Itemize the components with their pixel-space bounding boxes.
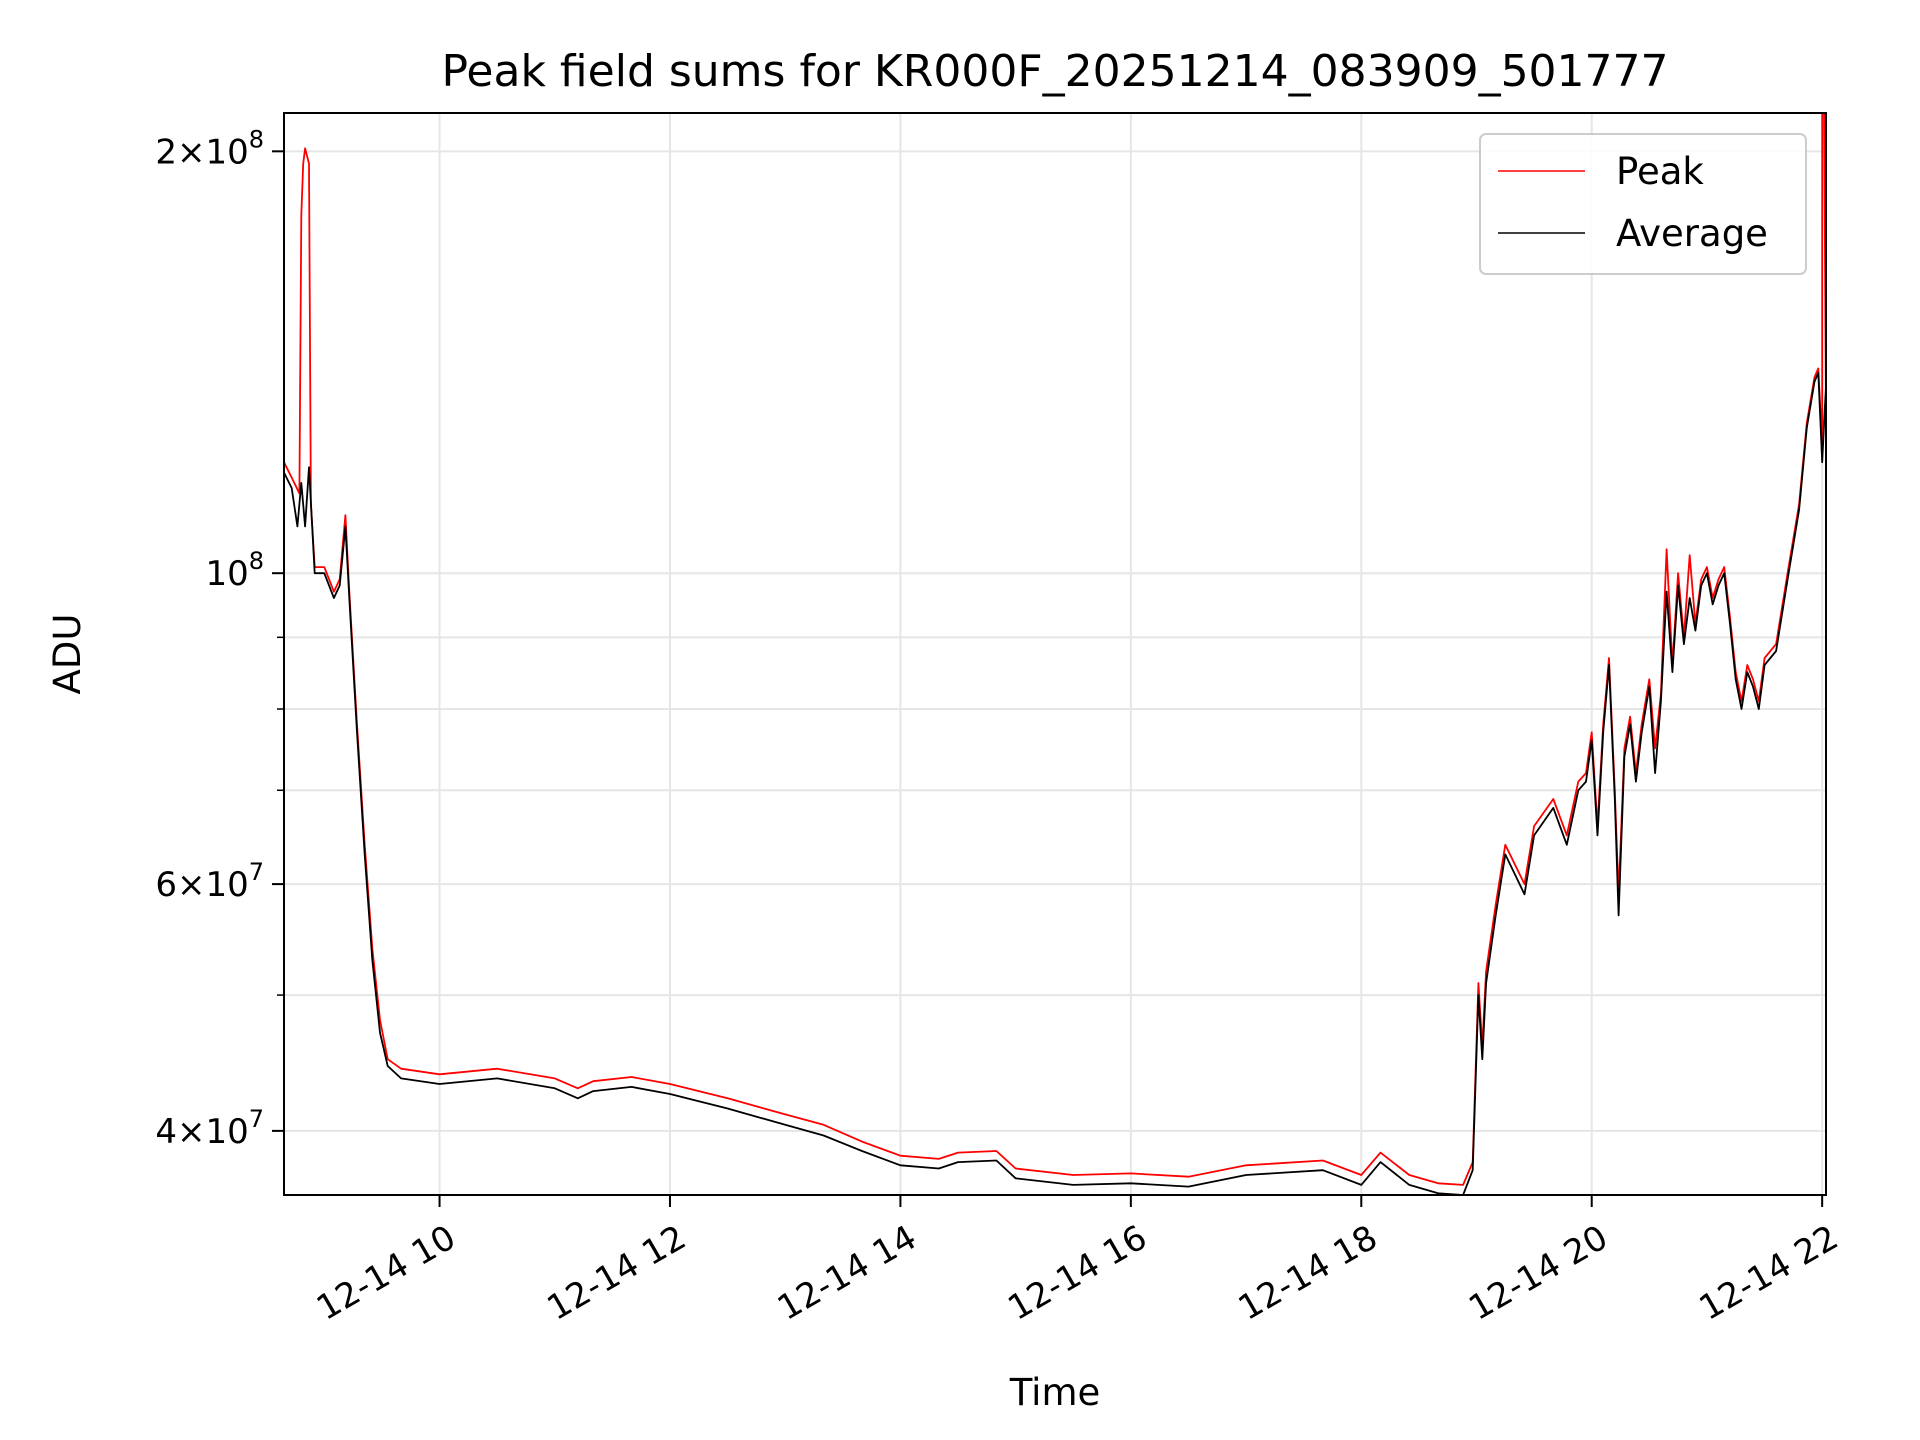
- legend: Peak Average: [1479, 133, 1807, 275]
- plot-area: [284, 113, 1826, 1195]
- plot-frame: [283, 112, 1827, 1196]
- y-tick-label: 108: [205, 547, 264, 594]
- y-tick-label: 6×107: [155, 858, 264, 905]
- y-tick-exponent: 7: [249, 858, 264, 886]
- series-line-average: [284, 371, 1826, 1195]
- y-tick-exponent: 7: [249, 1105, 264, 1133]
- legend-average-label: Average: [1616, 212, 1768, 255]
- y-tick-base: 10: [205, 1112, 248, 1152]
- y-tick-label: 2×108: [155, 125, 264, 172]
- x-axis-label: Time: [1009, 1371, 1101, 1414]
- y-tick-times: ×: [177, 865, 206, 905]
- legend-box: [1479, 133, 1807, 275]
- y-tick-mantissa: 6: [155, 865, 177, 905]
- y-tick-base: 10: [205, 132, 248, 172]
- y-tick-label: 4×107: [155, 1105, 264, 1152]
- y-tick-times: ×: [177, 1112, 206, 1152]
- y-tick-exponent: 8: [249, 125, 264, 153]
- y-tick-exponent: 8: [249, 547, 264, 575]
- y-tick-base: 10: [205, 554, 248, 594]
- legend-peak-label: Peak: [1616, 150, 1704, 193]
- chart-title: Peak field sums for KR000F_20251214_0839…: [441, 46, 1668, 97]
- y-tick-times: ×: [177, 132, 206, 172]
- y-tick-mantissa: 2: [155, 132, 177, 172]
- y-axis-label: ADU: [46, 614, 89, 695]
- y-tick-mantissa: 4: [155, 1112, 177, 1152]
- y-tick-base: 10: [205, 865, 248, 905]
